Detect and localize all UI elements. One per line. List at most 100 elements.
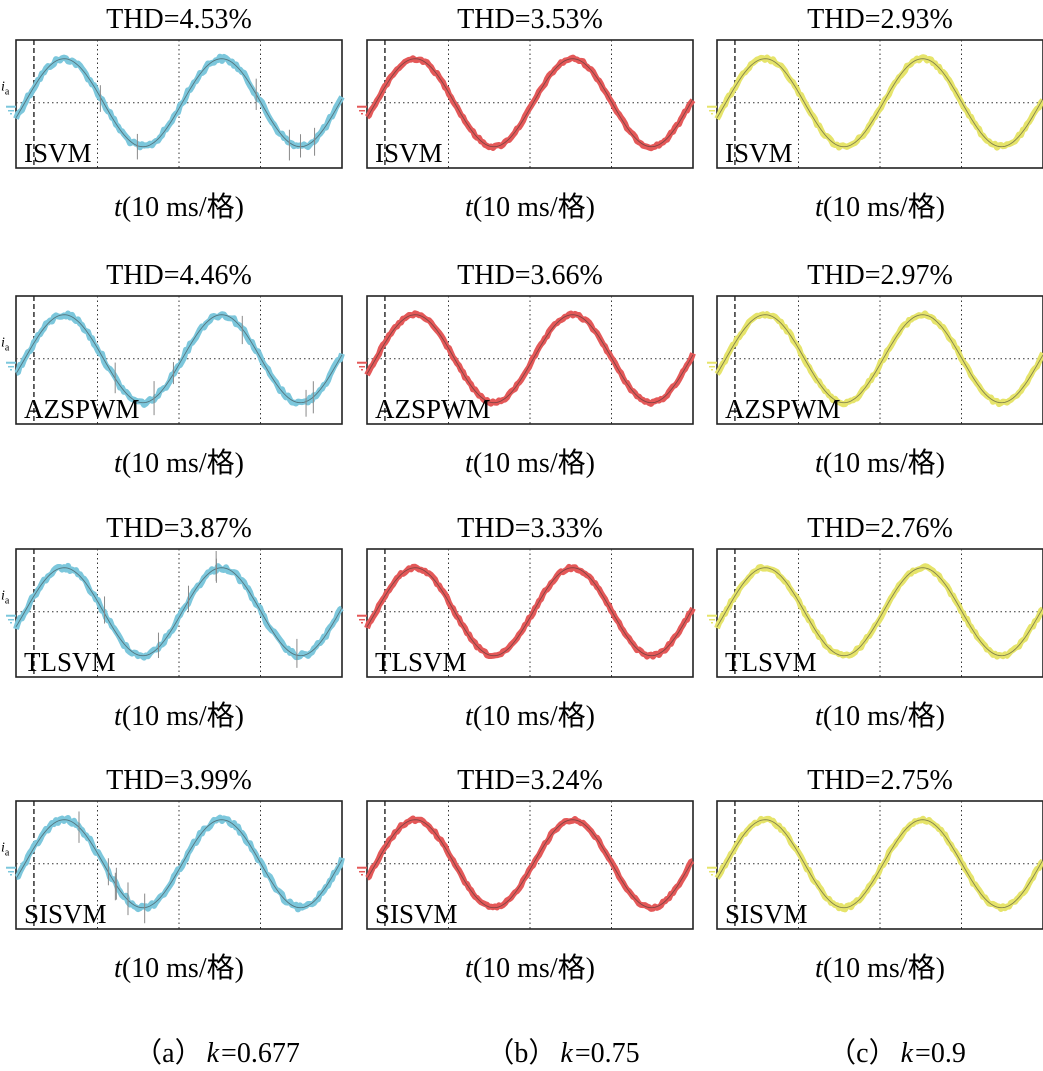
thd-title: THD=3.33% bbox=[457, 513, 603, 544]
signal-label-sub: a bbox=[5, 87, 10, 98]
x-axis-label: t(10 ms/格) bbox=[114, 447, 244, 479]
method-label: ISVM bbox=[24, 138, 92, 168]
method-label: TLSVM bbox=[375, 647, 467, 677]
current-trace-centerline bbox=[366, 58, 694, 148]
signal-label: ia bbox=[1, 80, 10, 98]
method-label: SISVM bbox=[24, 899, 107, 929]
current-trace-centerline bbox=[716, 819, 1043, 909]
caption-value: =0.75 bbox=[575, 1038, 640, 1069]
current-trace-centerline bbox=[366, 567, 694, 657]
current-trace-centerline bbox=[366, 819, 694, 909]
x-axis-unit: (10 ms/格) bbox=[122, 191, 244, 223]
x-axis-unit: (10 ms/格) bbox=[473, 447, 595, 479]
x-axis-unit: (10 ms/格) bbox=[823, 191, 945, 223]
method-label: ISVM bbox=[375, 138, 443, 168]
current-trace-centerline bbox=[716, 567, 1043, 657]
method-label: ISVM bbox=[725, 138, 793, 168]
current-trace bbox=[13, 562, 344, 661]
x-axis-var: t bbox=[465, 701, 474, 732]
caption-var: k bbox=[901, 1038, 914, 1069]
waveform-panel-a-2: THD=3.87% ia TLSVM t(10 ms/格) bbox=[1, 513, 344, 732]
signal-label-main: i bbox=[1, 841, 5, 856]
caption-label: （c） bbox=[828, 1037, 896, 1069]
ground-marker bbox=[357, 105, 367, 115]
signal-label-sub: a bbox=[5, 596, 10, 607]
x-axis-var: t bbox=[114, 192, 123, 223]
x-axis-var: t bbox=[815, 701, 824, 732]
x-axis-label: t(10 ms/格) bbox=[815, 700, 945, 732]
signal-label: ia bbox=[1, 336, 10, 354]
current-trace-centerline bbox=[716, 314, 1043, 404]
caption-var: k bbox=[560, 1038, 573, 1069]
thd-title: THD=3.66% bbox=[457, 260, 603, 291]
waveform-panel-c-2: THD=2.76% TLSVM t(10 ms/格) bbox=[707, 513, 1043, 732]
method-label: SISVM bbox=[375, 899, 458, 929]
thd-title: THD=4.46% bbox=[106, 260, 252, 291]
x-axis-label: t(10 ms/格) bbox=[465, 952, 595, 984]
signal-label-main: i bbox=[1, 589, 5, 604]
method-label: TLSVM bbox=[725, 647, 817, 677]
x-axis-label: t(10 ms/格) bbox=[114, 952, 244, 984]
x-axis-var: t bbox=[815, 192, 824, 223]
x-axis-label: t(10 ms/格) bbox=[815, 447, 945, 479]
ground-marker bbox=[6, 866, 16, 876]
thd-title: THD=3.53% bbox=[457, 4, 603, 35]
x-axis-var: t bbox=[465, 953, 474, 984]
ground-marker bbox=[707, 614, 717, 624]
waveform-panel-b-2: THD=3.33% TLSVM t(10 ms/格) bbox=[357, 513, 696, 732]
x-axis-unit: (10 ms/格) bbox=[823, 700, 945, 732]
column-caption: （a） k=0.677 bbox=[134, 1037, 300, 1069]
waveform-panel-c-1: THD=2.97% AZSPWM t(10 ms/格) bbox=[707, 260, 1043, 479]
current-trace-centerline bbox=[15, 819, 343, 909]
thd-title: THD=4.53% bbox=[106, 4, 252, 35]
thd-title: THD=2.76% bbox=[807, 513, 953, 544]
current-trace-centerline bbox=[15, 58, 343, 148]
thd-title: THD=2.97% bbox=[807, 260, 953, 291]
x-axis-var: t bbox=[815, 448, 824, 479]
waveform-panel-a-0: THD=4.53% ia ISVM t(10 ms/格) bbox=[1, 4, 345, 223]
x-axis-label: t(10 ms/格) bbox=[465, 700, 595, 732]
ground-marker bbox=[357, 361, 367, 371]
signal-label: ia bbox=[1, 841, 10, 859]
signal-label-sub: a bbox=[5, 848, 10, 859]
x-axis-unit: (10 ms/格) bbox=[122, 447, 244, 479]
x-axis-unit: (10 ms/格) bbox=[823, 447, 945, 479]
thd-title: THD=3.87% bbox=[106, 513, 252, 544]
signal-label-main: i bbox=[1, 80, 5, 95]
signal-label-main: i bbox=[1, 336, 5, 351]
thd-title: THD=3.24% bbox=[457, 765, 603, 796]
x-axis-unit: (10 ms/格) bbox=[473, 191, 595, 223]
thd-title: THD=2.75% bbox=[807, 765, 953, 796]
caption-value: =0.677 bbox=[221, 1038, 300, 1069]
ground-marker bbox=[357, 866, 367, 876]
method-label: TLSVM bbox=[24, 647, 116, 677]
caption-label: （b） bbox=[486, 1037, 556, 1069]
x-axis-var: t bbox=[465, 192, 474, 223]
current-trace-centerline bbox=[15, 567, 343, 657]
current-trace-centerline bbox=[366, 314, 694, 404]
column-caption: （c） k=0.9 bbox=[828, 1037, 966, 1069]
x-axis-unit: (10 ms/格) bbox=[473, 700, 595, 732]
ground-marker bbox=[6, 105, 16, 115]
x-axis-label: t(10 ms/格) bbox=[815, 952, 945, 984]
thd-title: THD=2.93% bbox=[807, 4, 953, 35]
method-label: AZSPWM bbox=[375, 394, 491, 424]
x-axis-label: t(10 ms/格) bbox=[465, 191, 595, 223]
signal-label: ia bbox=[1, 589, 10, 607]
ground-marker bbox=[6, 361, 16, 371]
waveform-panel-c-0: THD=2.93% ISVM t(10 ms/格) bbox=[707, 4, 1043, 223]
x-axis-var: t bbox=[114, 448, 123, 479]
current-trace-centerline bbox=[716, 58, 1043, 148]
caption-var: k bbox=[207, 1038, 220, 1069]
column-caption: （b） k=0.75 bbox=[486, 1037, 639, 1069]
ground-marker bbox=[6, 614, 16, 624]
method-label: AZSPWM bbox=[725, 394, 841, 424]
x-axis-label: t(10 ms/格) bbox=[465, 447, 595, 479]
x-axis-var: t bbox=[114, 701, 123, 732]
waveform-panel-a-1: THD=4.46% ia AZSPWM t(10 ms/格) bbox=[1, 260, 345, 479]
thd-title: THD=3.99% bbox=[106, 765, 252, 796]
current-trace-centerline bbox=[15, 314, 343, 404]
